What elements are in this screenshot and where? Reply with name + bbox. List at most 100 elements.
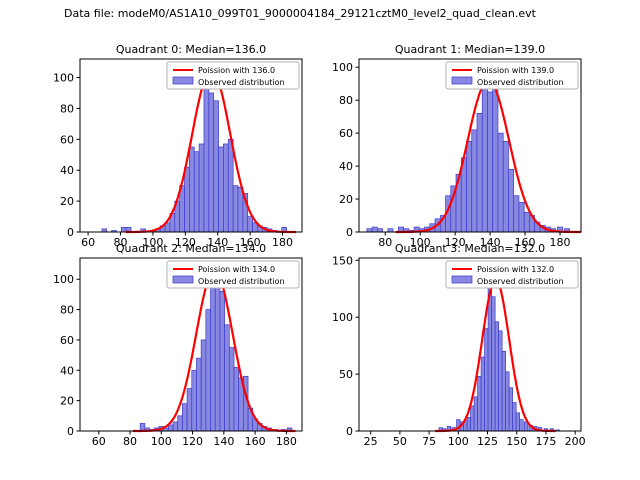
- histogram-bar: [371, 226, 378, 233]
- histogram-bar: [213, 100, 219, 233]
- y-tick-label: 60: [339, 127, 353, 140]
- histogram-bar: [471, 129, 478, 233]
- x-tick-label: 120: [445, 236, 466, 249]
- histogram-bar: [481, 70, 488, 233]
- histogram-bar: [523, 211, 530, 233]
- axes-frame: [358, 257, 582, 432]
- x-tick-label: 160: [245, 435, 266, 448]
- x-tick-label: 80: [123, 435, 137, 448]
- histogram-bar: [224, 324, 230, 432]
- histogram-bar: [232, 185, 239, 233]
- y-tick-label: 100: [53, 72, 74, 85]
- legend-label-observed: Observed distribution: [477, 78, 564, 87]
- x-tick-label: 100: [151, 435, 172, 448]
- histogram-bar: [476, 113, 483, 233]
- x-tick-label: 160: [515, 236, 536, 249]
- y-tick-label: 80: [60, 102, 74, 115]
- histogram-bar: [227, 138, 234, 233]
- histogram-bar: [515, 412, 521, 432]
- subplot-title-quadrant-1: Quadrant 1: Median=139.0: [394, 43, 546, 56]
- histogram-bar: [189, 146, 195, 233]
- legend-label-curve: Poission with 134.0: [198, 265, 275, 274]
- histogram-bar: [484, 328, 489, 432]
- histogram-bar: [237, 186, 244, 233]
- x-tick-label: 140: [213, 435, 234, 448]
- y-tick-label: 0: [346, 425, 353, 438]
- histogram-bar: [501, 350, 506, 432]
- x-tick-label: 120: [182, 435, 203, 448]
- legend-patch-sample: [451, 76, 473, 85]
- histogram-bar: [505, 371, 510, 432]
- subplot-title-quadrant-3: Quadrant 3: Median=132.0: [394, 242, 546, 255]
- histogram-bar: [214, 278, 221, 432]
- x-tick-label: 200: [565, 435, 586, 448]
- legend-label-curve: Poission with 136.0: [198, 66, 275, 75]
- legend-label-observed: Observed distribution: [198, 78, 285, 87]
- legend-label-curve: Poission with 132.0: [477, 265, 554, 274]
- legend-box: [166, 260, 300, 289]
- histogram-plot-quadrant-3: 25 50 75 100 125 150 175 200 0 50 100 150 Poission w…: [332, 254, 586, 448]
- y-tick-label: 80: [339, 94, 353, 107]
- axes-frame: [358, 58, 582, 233]
- legend-box: [445, 260, 579, 289]
- y-tick-label: 100: [332, 61, 353, 74]
- histogram-plot-quadrant-0: 60 80 100 120 140 160 180 0 20 40 60 80 100 Poission …: [53, 58, 303, 249]
- axes-frame: [79, 58, 303, 233]
- y-tick-label: 60: [60, 334, 74, 347]
- x-tick-label: 180: [276, 435, 297, 448]
- x-tick-label: 60: [81, 236, 95, 249]
- histogram-bar: [208, 92, 215, 233]
- y-tick-label: 0: [67, 425, 74, 438]
- histogram-bar: [494, 321, 499, 432]
- y-tick-label: 50: [339, 368, 353, 381]
- histogram-bar: [223, 143, 229, 233]
- histogram-bar: [491, 296, 496, 432]
- y-tick-label: 150: [332, 254, 353, 267]
- histogram-bar: [519, 419, 524, 432]
- histogram-bar: [198, 143, 205, 233]
- figure-title: Data file: modeM0/AS1A10_099T01_90000041…: [64, 7, 536, 20]
- legend-label-curve: Poission with 139.0: [477, 66, 554, 75]
- x-tick-label: 80: [378, 236, 392, 249]
- x-tick-label: 140: [480, 236, 501, 249]
- y-tick-label: 40: [60, 364, 74, 377]
- histogram-bar: [172, 421, 179, 432]
- x-tick-label: 80: [114, 236, 128, 249]
- x-tick-label: 140: [207, 236, 228, 249]
- histogram-bar: [228, 347, 235, 432]
- histogram-bar: [177, 415, 183, 432]
- axes-frame: [79, 257, 303, 432]
- histogram-bar: [120, 227, 127, 233]
- x-tick-label: 125: [477, 435, 498, 448]
- histogram-bar: [193, 151, 200, 233]
- histogram-bar: [480, 356, 485, 432]
- histogram-bar: [513, 195, 520, 233]
- histogram-bar: [233, 366, 240, 432]
- y-tick-label: 20: [60, 195, 74, 208]
- legend-patch-sample: [172, 76, 194, 85]
- histogram-bar: [219, 291, 225, 432]
- histogram-bar: [508, 169, 515, 233]
- histogram-bar: [473, 396, 478, 432]
- histogram-bar: [518, 201, 525, 233]
- x-tick-label: 100: [142, 236, 163, 249]
- y-tick-label: 80: [60, 304, 74, 317]
- histogram-bar: [512, 402, 517, 432]
- x-tick-label: 50: [393, 435, 407, 448]
- y-tick-label: 20: [60, 395, 74, 408]
- x-tick-label: 120: [175, 236, 196, 249]
- y-tick-label: 0: [346, 226, 353, 239]
- histogram-bar: [497, 132, 504, 233]
- histogram-bar: [218, 146, 224, 233]
- histogram-bar: [466, 416, 471, 432]
- histogram-bar: [502, 141, 509, 233]
- histogram-bar: [210, 266, 216, 432]
- x-tick-label: 75: [422, 435, 436, 448]
- legend-label-observed: Observed distribution: [198, 277, 285, 286]
- x-tick-label: 160: [240, 236, 261, 249]
- x-tick-label: 180: [272, 236, 293, 249]
- histogram-bar: [167, 424, 174, 432]
- histogram-bar: [477, 376, 482, 432]
- histogram-bar: [200, 339, 207, 432]
